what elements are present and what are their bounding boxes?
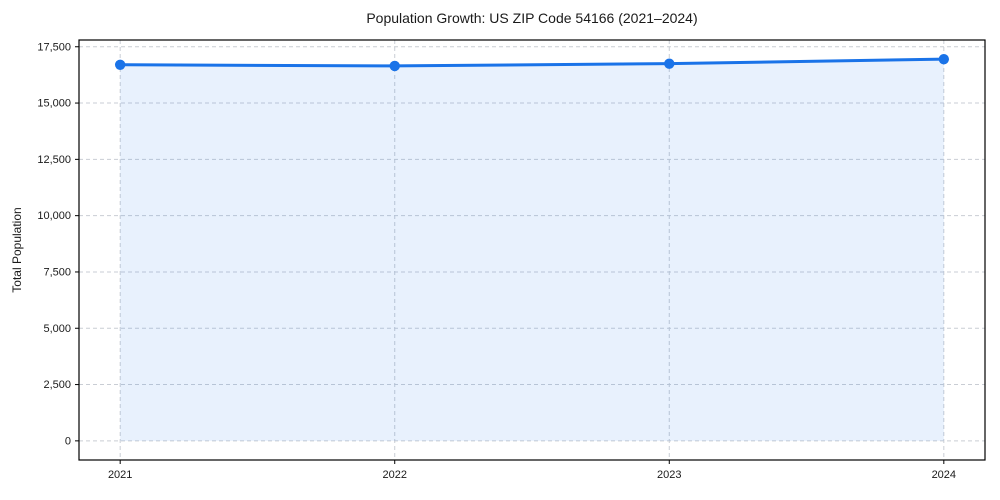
x-tick-label: 2021 — [108, 469, 132, 481]
y-tick-label: 2,500 — [43, 379, 71, 391]
y-tick-label: 12,500 — [37, 154, 71, 166]
data-point-2022 — [389, 60, 400, 72]
y-tick-label: 5,000 — [43, 323, 71, 335]
y-tick-label: 0 — [65, 435, 71, 447]
y-tick-label: 17,500 — [37, 41, 71, 53]
plot-border — [78, 39, 986, 461]
x-tick-label: 2022 — [382, 469, 406, 481]
data-point-2021 — [114, 59, 126, 70]
data-point-2024 — [938, 53, 950, 65]
area-fill — [120, 59, 944, 441]
population-line — [118, 57, 946, 68]
y-tick-label: 10,000 — [37, 210, 71, 222]
y-tick-label: 15,000 — [37, 98, 71, 110]
y-tick-label: 7,500 — [43, 266, 71, 278]
chart-title: Population Growth: US ZIP Code 54166 (20… — [366, 10, 698, 26]
x-tick-label: 2024 — [932, 469, 956, 481]
data-point-2023 — [664, 58, 675, 69]
x-tick-label: 2023 — [657, 469, 681, 481]
